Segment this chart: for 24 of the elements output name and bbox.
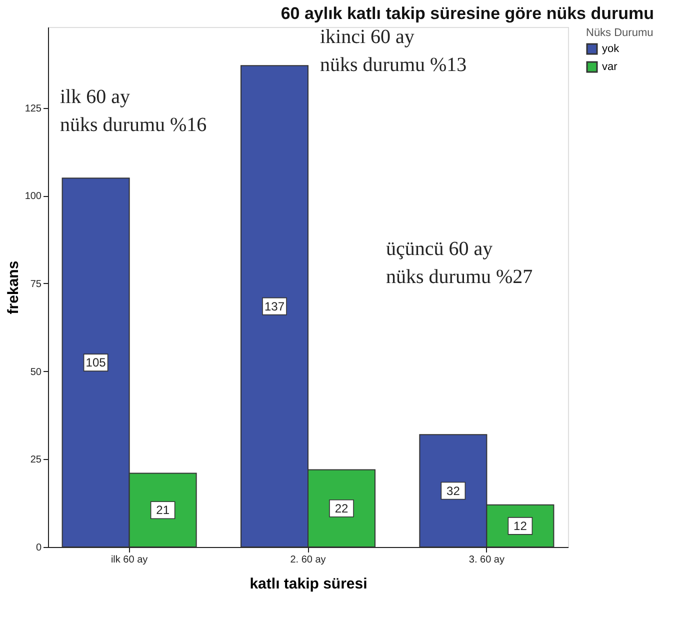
data-label: 21 [156, 503, 170, 518]
y-tick-label: 100 [24, 191, 42, 202]
x-axis-title: katlı takip süresi [250, 576, 368, 592]
x-tick-label: 3. 60 ay [468, 554, 504, 566]
x-tick-label: 2. 60 ay [290, 554, 326, 566]
y-tick-label: 50 [30, 366, 42, 378]
annotation: üçüncü 60 ay nüks durumu %27 [386, 238, 533, 288]
data-label: 22 [334, 501, 348, 516]
y-tick-label: 75 [30, 278, 42, 290]
y-tick-label: 25 [30, 454, 42, 466]
y-tick-label: 0 [36, 542, 42, 554]
data-label: 12 [514, 518, 528, 533]
x-tick-label: ilk 60 ay [110, 554, 148, 566]
annotation: ikinci 60 ay nüks durumu %13 [320, 26, 467, 76]
data-label: 137 [264, 299, 285, 314]
annotation: ilk 60 ay nüks durumu %16 [60, 86, 207, 136]
y-axis-title: frekans [4, 260, 22, 314]
legend-label: var [602, 61, 618, 73]
data-label: 32 [446, 484, 460, 498]
data-label: 105 [86, 356, 106, 370]
chart-title: 60 aylık katlı takip süresine göre nüks durumu [280, 4, 654, 23]
legend-label: yok [602, 43, 620, 55]
legend-title: Nüks Durumu [586, 27, 654, 39]
y-tick-label: 125 [24, 103, 42, 114]
